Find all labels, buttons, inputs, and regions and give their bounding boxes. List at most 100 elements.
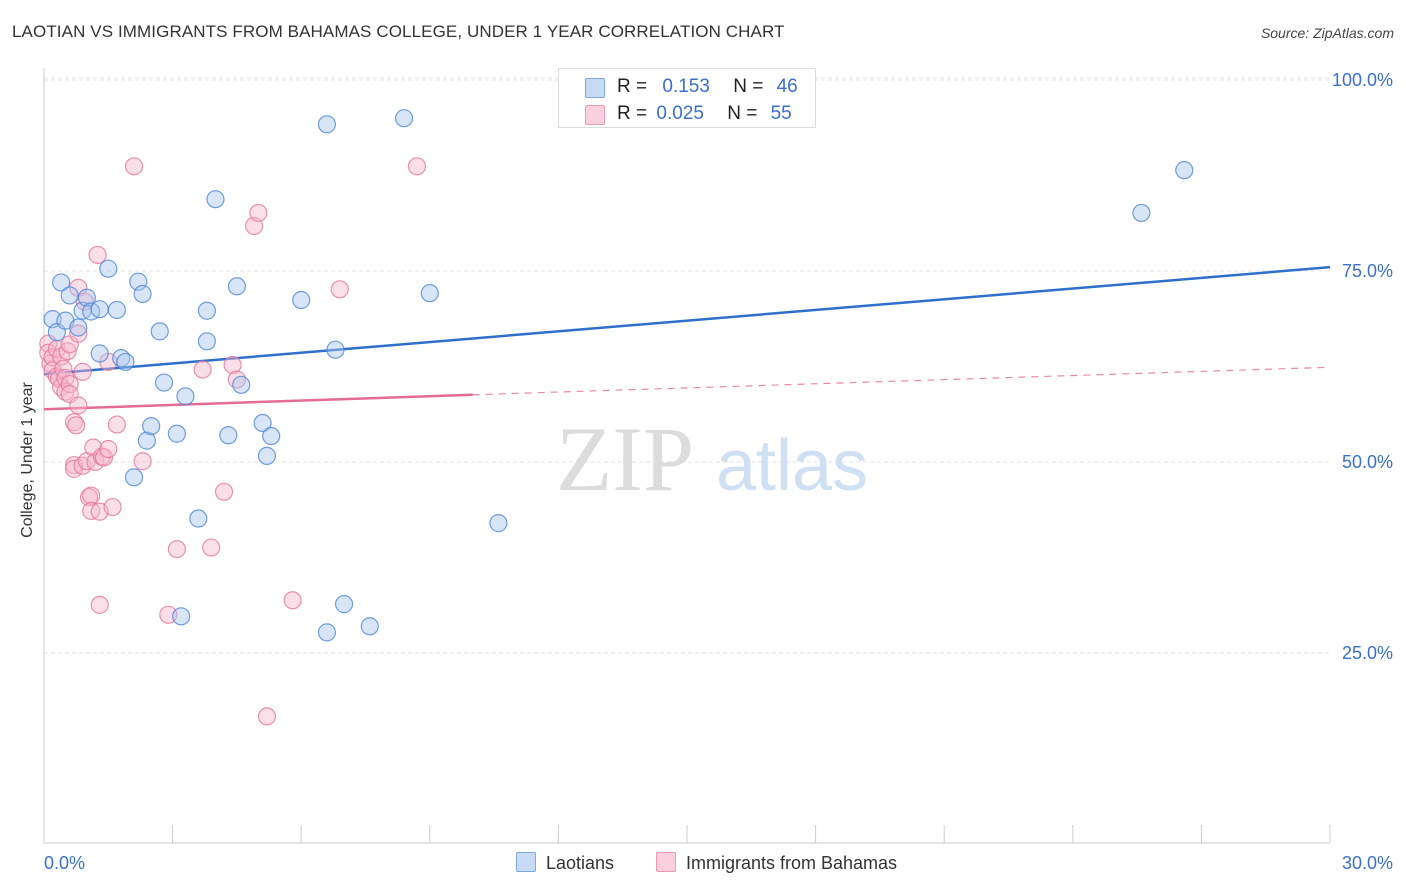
y-tick-label: 75.0% [1342,261,1393,281]
data-point-laotians [107,300,126,320]
y-tick-label: 50.0% [1342,452,1393,472]
data-point-bahamas [90,595,109,614]
data-point-bahamas [257,707,277,726]
axes [43,68,1331,844]
data-point-laotians [326,340,345,359]
y-axis-label: College, Under 1 year [19,382,36,538]
data-point-bahamas [82,486,101,505]
trend-line-bahamas [43,393,473,411]
legend-swatch-bahamas [585,105,605,125]
data-point-bahamas [88,245,107,265]
legend-n-label: N = [733,76,764,97]
x-tick-label: 0.0% [44,853,85,873]
bottom-legend-label-bahamas: Immigrants from Bahamas [686,853,898,873]
chart-title: LAOTIAN VS IMMIGRANTS FROM BAHAMAS COLLE… [12,22,785,41]
data-point-bahamas [69,324,88,343]
data-point-laotians [360,617,379,636]
source-label: Source: ZipAtlas.com [1260,25,1394,41]
data-point-laotians [206,190,225,209]
data-point-laotians [197,301,216,320]
data-point-laotians [167,424,186,443]
data-point-laotians [69,318,88,337]
legend-n-label: N = [727,103,758,124]
data-point-bahamas [249,203,268,223]
data-point-laotians [154,373,174,392]
data-point-laotians [334,595,354,614]
watermark-zip: ZIP [556,408,694,510]
data-point-laotians [317,115,337,134]
x-tick-label: 30.0% [1342,853,1393,873]
legend-swatch-laotians [585,78,605,98]
data-point-laotians [1132,203,1151,223]
legend-r-laotians: 0.153 [662,76,710,97]
data-point-laotians [137,431,156,450]
gridlines [44,77,1330,654]
data-point-laotians [219,426,238,445]
data-point-laotians [60,286,79,305]
data-point-laotians [262,426,281,446]
data-point-laotians [116,352,135,372]
data-point-laotians [142,416,161,436]
data-point-laotians [1175,161,1194,180]
data-point-laotians [227,277,246,296]
data-point-bahamas [69,396,88,415]
legend-n-bahamas: 55 [770,103,792,124]
data-point-laotians [232,375,251,394]
watermark-atlas: atlas [716,426,868,506]
data-point-laotians [197,332,216,351]
data-point-laotians [150,322,169,341]
trend-lines [43,265,1331,411]
bottom-legend-swatch-bahamas [656,852,676,872]
bottom-legend-label-laotians: Laotians [546,853,615,873]
data-point-bahamas [64,413,84,432]
data-point-bahamas [94,448,114,467]
data-point-bahamas [67,416,86,435]
data-point-bahamas [73,362,92,381]
data-point-bahamas [103,497,122,517]
data-point-laotians [77,288,96,307]
data-point-laotians [133,284,152,304]
data-point-bahamas [283,591,302,610]
bottom-legend-laotians: Laotians [516,852,614,874]
data-point-laotians [176,387,195,406]
x-tick-labels: 0.0% 30.0% [44,853,1393,873]
data-point-bahamas [407,157,427,176]
data-point-laotians [394,109,414,128]
trend-line-laotians [43,265,1331,376]
data-point-bahamas [202,538,221,557]
y-tick-label: 25.0% [1342,643,1393,663]
y-tick-labels: 25.0% 50.0% 75.0% 100.0% [1332,70,1393,663]
data-point-laotians [420,284,439,303]
data-point-laotians [292,290,311,310]
data-point-bahamas [193,360,212,379]
data-point-bahamas [124,157,144,176]
data-point-laotians [172,607,191,626]
data-point-bahamas [214,482,234,501]
y-tick-label: 100.0% [1332,70,1393,90]
data-points [39,109,1194,726]
data-point-laotians [90,300,109,319]
data-point-bahamas [99,439,118,459]
data-point-laotians [189,509,208,528]
data-point-bahamas [133,452,152,471]
data-point-laotians [124,468,144,487]
data-point-bahamas [58,342,77,361]
watermark: ZIP atlas [556,408,868,510]
data-point-bahamas [107,415,126,434]
bottom-legend-swatch-laotians [516,852,536,872]
data-point-laotians [257,446,277,465]
legend-r-bahamas: 0.025 [656,103,704,124]
data-point-bahamas [60,374,79,394]
data-point-laotians [90,344,109,363]
legend-n-laotians: 46 [776,76,798,97]
legend-r-label: R = [617,76,648,97]
data-point-laotians [489,514,508,533]
correlation-legend: R = 0.153 N = 46 R = 0.025 N = 55 [558,68,816,128]
data-point-bahamas [330,280,349,299]
data-point-bahamas [223,355,242,375]
data-point-laotians [52,273,71,292]
data-point-bahamas [167,539,186,559]
legend-r-label: R = [617,103,648,124]
data-point-laotians [99,259,118,278]
